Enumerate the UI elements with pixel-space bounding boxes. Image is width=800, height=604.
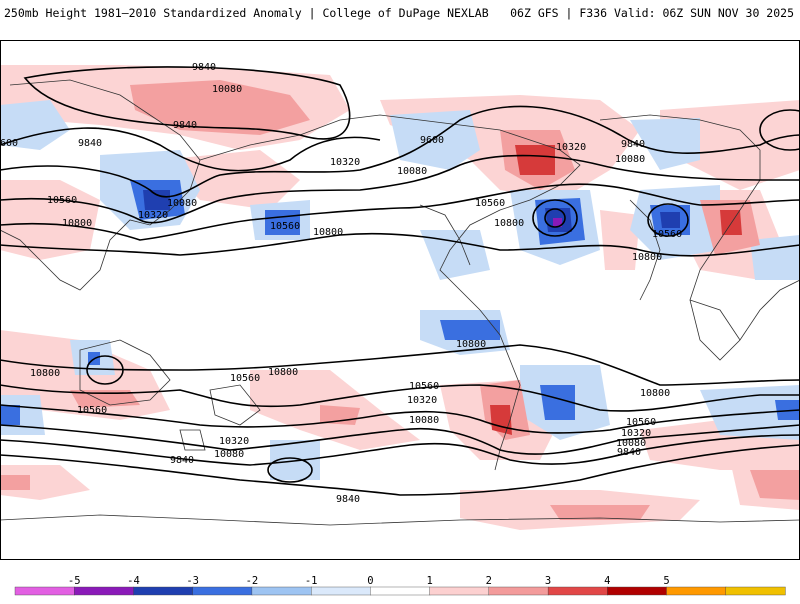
colorbar-tick-label: -3: [186, 575, 200, 587]
colorbar-segment: [311, 586, 372, 596]
colorbar-segment: [666, 586, 727, 596]
colorbar-segment: [192, 586, 253, 596]
contour-label: 9600: [420, 135, 444, 146]
colorbar-segment: [14, 586, 75, 596]
map-canvas: 9840 10080 9840 600 9840 10560 10800 100…: [0, 40, 800, 560]
colorbar-segment: [251, 586, 312, 596]
colorbar-segments: [14, 586, 786, 596]
colorbar-tick-label: -4: [127, 575, 140, 587]
colorbar-tick-label: 4: [604, 575, 611, 587]
model-run-label: 06Z GFS | F336 Valid: 06Z SUN NOV 30 202…: [510, 6, 794, 20]
map-title: 250mb Height 1981–2010 Standardized Anom…: [4, 6, 489, 20]
contour-label: 10560: [230, 373, 260, 384]
colorbar-segment: [725, 586, 786, 596]
colorbar-segment: [429, 586, 490, 596]
height-contours: [0, 66, 800, 496]
contour-label: 10080: [212, 84, 242, 95]
contour-label: 10560: [626, 417, 656, 428]
contour-label: 10800: [268, 367, 298, 378]
colorbar-segment: [488, 586, 549, 596]
contour-label: 10560: [409, 381, 439, 392]
colorbar-segment: [547, 586, 608, 596]
colorbar-segment: [370, 586, 431, 596]
positive-anomaly-strong: [490, 145, 742, 435]
contour-label: 10560: [475, 198, 505, 209]
contour-label: 9840: [192, 62, 216, 73]
contour-label: 10800: [494, 218, 524, 229]
colorbar-tick-label: 2: [485, 575, 493, 587]
contour-label: 9840: [170, 455, 194, 466]
colorbar-tick-label: 1: [426, 575, 433, 587]
contour-label: 10080: [214, 449, 244, 460]
contour-label: 10800: [30, 368, 60, 379]
contour-label: 10320: [219, 436, 249, 447]
contour-label: 10320: [621, 428, 651, 439]
contour-label: 10560: [77, 405, 107, 416]
contour-label: 10800: [632, 252, 662, 263]
colorbar-tick-label: -5: [67, 575, 81, 587]
contour-label: 10080: [616, 438, 646, 449]
colorbar: [0, 560, 800, 600]
contour-label: 9840: [621, 139, 645, 150]
contour-label: 9840: [173, 120, 197, 131]
colorbar-tick-label: 5: [663, 575, 670, 587]
contour-label: 10800: [640, 388, 670, 399]
contour-label: 10800: [62, 218, 92, 229]
contour-label: 10560: [47, 195, 77, 206]
colorbar-segment: [73, 586, 134, 596]
colorbar-segment: [133, 586, 194, 596]
colorbar-tick-label: -1: [304, 575, 318, 587]
contour-label-layer: 9840 10080 9840 600 9840 10560 10800 100…: [0, 62, 682, 505]
contour-label: 9840: [78, 138, 102, 149]
extreme-low-core: [553, 218, 562, 227]
contour-label: 10800: [313, 227, 343, 238]
colorbar-tick-label: 3: [544, 575, 552, 587]
contour-label: 600: [0, 138, 18, 149]
colorbar-tick-label: -2: [245, 575, 259, 587]
header: 250mb Height 1981–2010 Standardized Anom…: [0, 0, 800, 40]
colorbar-segment: [607, 586, 668, 596]
contour-label: 10800: [456, 339, 486, 350]
contour-label: 10080: [167, 198, 197, 209]
contour-label: 10560: [270, 221, 300, 232]
contour-label: 10320: [556, 142, 586, 153]
contour-label: 10560: [652, 229, 682, 240]
contour-label: 10320: [330, 157, 360, 168]
contour-label: 10320: [407, 395, 437, 406]
colorbar-tick-label: 0: [367, 575, 374, 587]
contour-label: 10080: [409, 415, 439, 426]
contour-label: 9840: [336, 494, 360, 505]
contour-label: 10080: [397, 166, 427, 177]
contour-label: 10320: [138, 210, 168, 221]
contour-label: 9840: [617, 447, 641, 458]
contour-label: 10080: [615, 154, 645, 165]
colorbar-canvas: [14, 586, 786, 596]
anomaly-map: 9840 10080 9840 600 9840 10560 10800 100…: [0, 40, 800, 560]
